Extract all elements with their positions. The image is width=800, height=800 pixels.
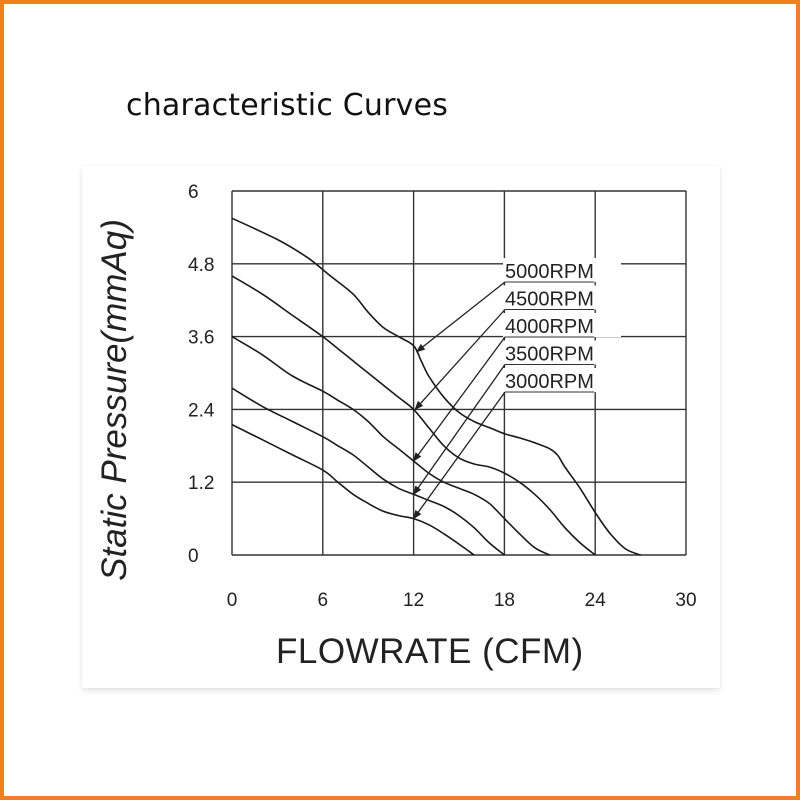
legend-label-3000rpm: 3000RPM xyxy=(505,371,594,393)
legend-bg-1 xyxy=(503,285,621,310)
curve-3000rpm xyxy=(231,423,475,556)
x-tick-label-2: 12 xyxy=(403,590,424,611)
y-axis-label-container: Static Pressure(mmAq) xyxy=(92,190,138,610)
legend-arrow-0 xyxy=(415,281,506,353)
x-tick-label-4: 24 xyxy=(585,590,607,611)
y-tick-label-4: 4.8 xyxy=(188,255,214,276)
chart-card xyxy=(82,166,720,688)
curve-5000rpm xyxy=(231,217,641,556)
legend-bg-4 xyxy=(503,368,621,392)
legend-arrow-3 xyxy=(413,364,506,496)
y-tick-label-5: 6 xyxy=(188,182,199,203)
curve-3500rpm xyxy=(231,387,505,556)
y-tick-label-1: 1.2 xyxy=(188,473,214,494)
page-heading: characteristic Curves xyxy=(126,88,449,123)
legend-arrow-2 xyxy=(413,336,506,462)
x-axis-label: FLOWRATE (CFM) xyxy=(276,632,584,671)
y-tick-label-2: 2.4 xyxy=(188,400,215,421)
y-tick-label-3: 3.6 xyxy=(188,328,214,349)
legend-bg-3 xyxy=(503,340,621,365)
legend-bg-0 xyxy=(503,258,621,282)
legend-arrow-4 xyxy=(413,391,506,520)
x-tick-label-5: 30 xyxy=(675,590,696,611)
x-tick-label-1: 6 xyxy=(318,590,329,611)
x-tick-label-3: 18 xyxy=(494,590,515,611)
curve-4500rpm xyxy=(231,275,596,556)
y-tick-label-0: 0 xyxy=(188,546,199,567)
legend-label-3500rpm: 3500RPM xyxy=(505,344,594,366)
legend-label-5000rpm: 5000RPM xyxy=(505,261,594,283)
legend-bg-2 xyxy=(503,313,621,337)
legend-arrow-1 xyxy=(414,309,506,411)
legend-label-4000rpm: 4000RPM xyxy=(505,316,594,338)
x-tick-label-0: 0 xyxy=(227,590,238,611)
legend-label-4500rpm: 4500RPM xyxy=(505,289,594,311)
y-axis-label: Static Pressure(mmAq) xyxy=(95,219,134,581)
